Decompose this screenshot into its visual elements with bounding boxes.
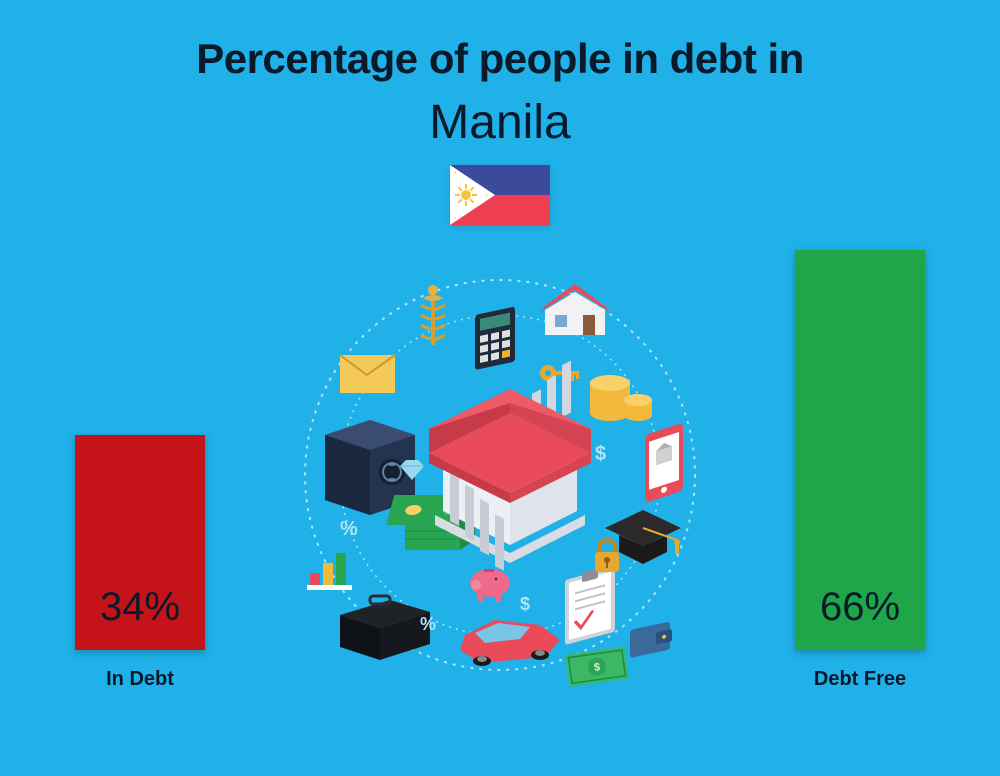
bar-in-debt: 34% [75,435,205,650]
flag-philippines [450,165,550,225]
coins-icon [590,375,652,421]
center-finance-graphic: $ % % $ $ [285,260,715,690]
dollar-decor-1: $ [595,443,606,465]
percent-decor-1: % [340,518,358,540]
envelope-icon [340,355,395,393]
bar-group-in-debt: 34% In Debt [75,435,205,691]
dollar-decor-2: $ [520,594,530,614]
car-icon [460,620,560,666]
bar-group-debt-free: 66% Debt Free [795,250,925,691]
bar-label-in-debt: In Debt [106,668,174,691]
key-icon [540,365,579,381]
bar-label-debt-free: Debt Free [814,668,906,691]
bar-value-in-debt: 34% [75,585,205,630]
piggy-bank-icon [470,569,510,602]
bar-value-debt-free: 66% [795,585,925,630]
bar-debt-free: 66% [795,250,925,650]
calculator-icon [475,306,515,370]
percent-decor-2: % [420,614,436,634]
clipboard-icon [565,564,615,645]
phone-icon [645,423,683,503]
caduceus-icon [421,285,445,345]
wallet-icon [630,621,672,658]
city-name: Manila [0,95,1000,150]
banknote-icon: $ [565,647,629,687]
padlock-icon [595,540,619,572]
title-line1: Percentage of people in debt in [0,35,1000,83]
briefcase-icon [340,596,430,660]
small-house-icon [540,284,610,335]
mini-barchart-icon [307,553,352,590]
